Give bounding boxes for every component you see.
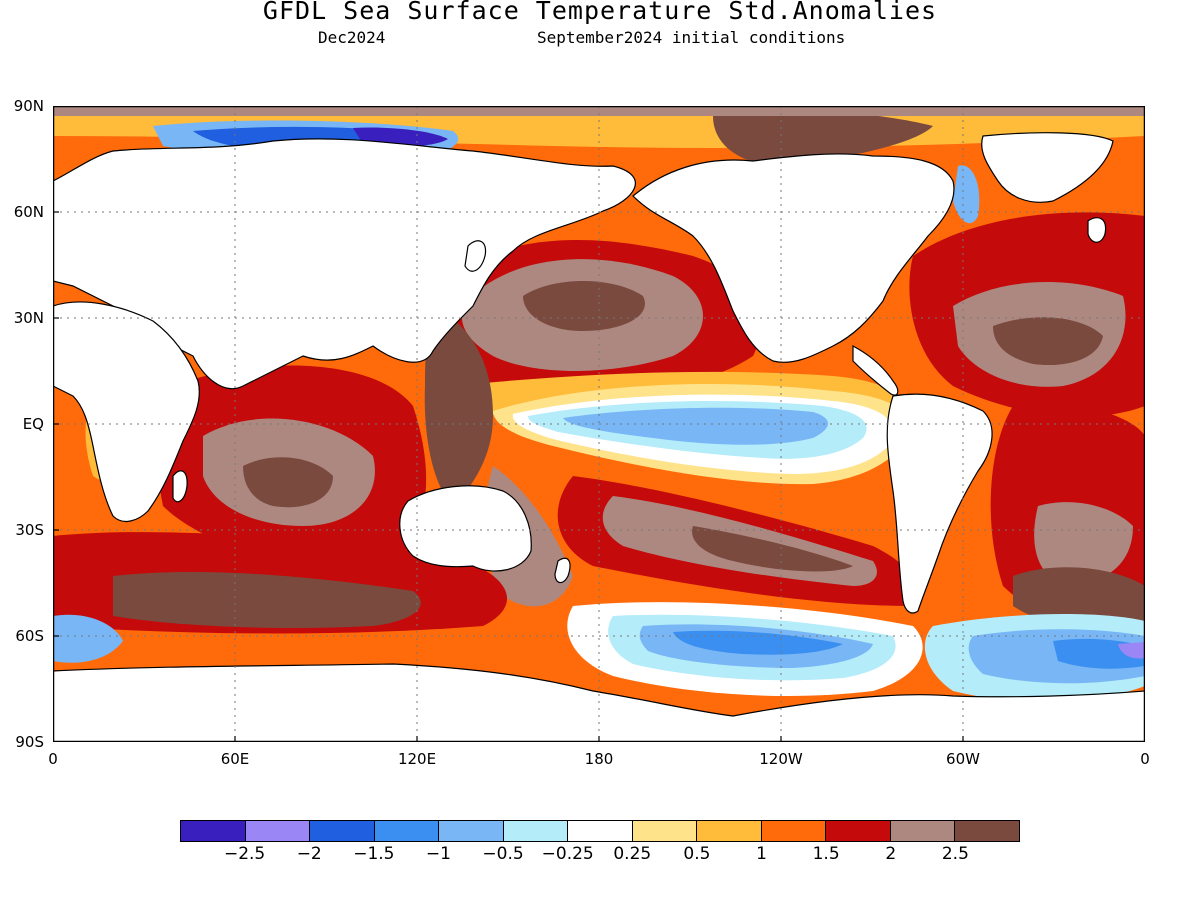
colorbar-swatch (374, 821, 440, 841)
anomaly-fields (53, 106, 1145, 634)
colorbar-swatch (890, 821, 956, 841)
lon-label-60w: 60W (946, 750, 980, 768)
japan (464, 240, 487, 272)
colorbar-swatch (503, 821, 569, 841)
colorbar-label: −0.25 (541, 844, 594, 864)
colorbar-label: −0.5 (482, 844, 524, 864)
eurasia (53, 138, 636, 390)
colorbar-swatch (826, 821, 891, 841)
lat-label-30s: 30S (15, 521, 44, 539)
british-isles (1087, 217, 1107, 243)
chart-title: GFDL Sea Surface Temperature Std.Anomali… (262, 0, 938, 25)
lat-label-eq: EQ (22, 415, 44, 433)
graticule (53, 106, 1145, 742)
greenland (981, 132, 1114, 203)
colorbar-swatch (761, 821, 827, 841)
colorbar-swatch (568, 821, 633, 841)
lat-label-60n: 60N (13, 203, 44, 221)
initial-conditions-label: September2024 initial conditions (537, 28, 846, 47)
colorbar-label: 2.5 (941, 844, 969, 864)
colorbar-swatch (632, 821, 698, 841)
lat-label-90s: 90S (15, 733, 44, 751)
colorbar-swatch (439, 821, 504, 841)
colorbar-label: 0.5 (683, 844, 711, 864)
lon-label-180: 180 (584, 750, 614, 768)
colorbar-label: 1.5 (812, 844, 840, 864)
lon-label-0: 0 (48, 750, 58, 768)
colorbar-swatch (955, 821, 1019, 841)
madagascar (172, 470, 188, 503)
lon-label-120w: 120W (759, 750, 803, 768)
colorbar (180, 820, 1020, 842)
colorbar-swatch (310, 821, 375, 841)
colorbar-label: 1 (756, 844, 767, 864)
central-america (852, 344, 899, 396)
colorbar-label: 0.25 (613, 844, 652, 864)
new-zealand (554, 557, 571, 584)
colorbar-swatch (181, 821, 246, 841)
lon-label-120e: 120E (397, 750, 437, 768)
lat-label-90n: 90N (13, 97, 44, 115)
continents (53, 132, 1145, 742)
sst-anomaly-map (53, 106, 1145, 742)
australia (399, 485, 532, 572)
colorbar-label: −1 (425, 844, 451, 864)
forecast-month: Dec2024 (318, 28, 386, 47)
lon-label-0-east: 0 (1140, 750, 1150, 768)
axis-ticks (53, 211, 964, 742)
colorbar-label: −1.5 (353, 844, 395, 864)
colorbar-label: −2 (296, 844, 322, 864)
africa (53, 301, 200, 523)
south-america (886, 393, 993, 614)
lat-label-30n: 30N (13, 309, 44, 327)
colorbar-swatch (697, 821, 762, 841)
lon-label-60e: 60E (220, 750, 250, 768)
north-america (632, 153, 955, 363)
colorbar-swatch (245, 821, 311, 841)
lat-label-60s: 60S (15, 627, 44, 645)
colorbar-label: 2 (885, 844, 897, 864)
colorbar-label: −2.5 (223, 844, 266, 864)
antarctica (53, 663, 1145, 742)
